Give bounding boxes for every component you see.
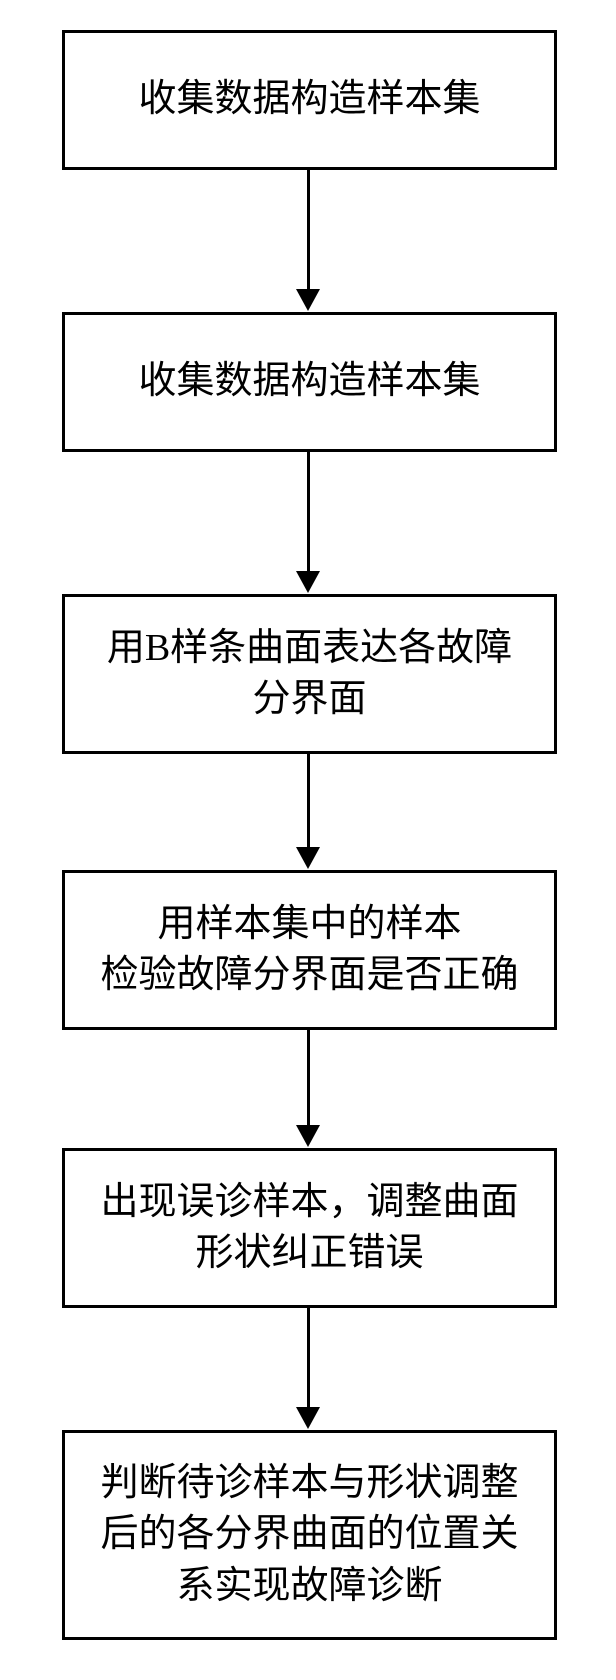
node-label: 用样本集中的样本 检验故障分界面是否正确: [100, 899, 518, 1002]
flowchart-arrow: [296, 754, 320, 869]
flowchart-arrow: [296, 1308, 320, 1429]
node-label: 收集数据构造样本集: [138, 74, 480, 125]
flowchart-node: 用B样条曲面表达各故障 分界面: [62, 594, 557, 754]
flowchart-node: 收集数据构造样本集: [62, 30, 557, 170]
flowchart-node: 收集数据构造样本集: [62, 312, 557, 452]
node-label: 收集数据构造样本集: [138, 356, 480, 407]
flowchart-node: 用样本集中的样本 检验故障分界面是否正确: [62, 870, 557, 1030]
node-label: 出现误诊样本，调整曲面 形状纠正错误: [100, 1177, 518, 1280]
flowchart-arrow: [296, 452, 320, 593]
flowchart-arrow: [296, 170, 320, 311]
flowchart-arrow: [296, 1030, 320, 1147]
node-label: 用B样条曲面表达各故障 分界面: [107, 623, 512, 726]
node-label: 判断待诊样本与形状调整 后的各分界曲面的位置关 系实现故障诊断: [100, 1458, 518, 1612]
flowchart-node: 出现误诊样本，调整曲面 形状纠正错误: [62, 1148, 557, 1308]
flowchart-container: 收集数据构造样本集 收集数据构造样本集 用B样条曲面表达各故障 分界面 用样本集…: [0, 0, 616, 1680]
flowchart-node: 判断待诊样本与形状调整 后的各分界曲面的位置关 系实现故障诊断: [62, 1430, 557, 1640]
